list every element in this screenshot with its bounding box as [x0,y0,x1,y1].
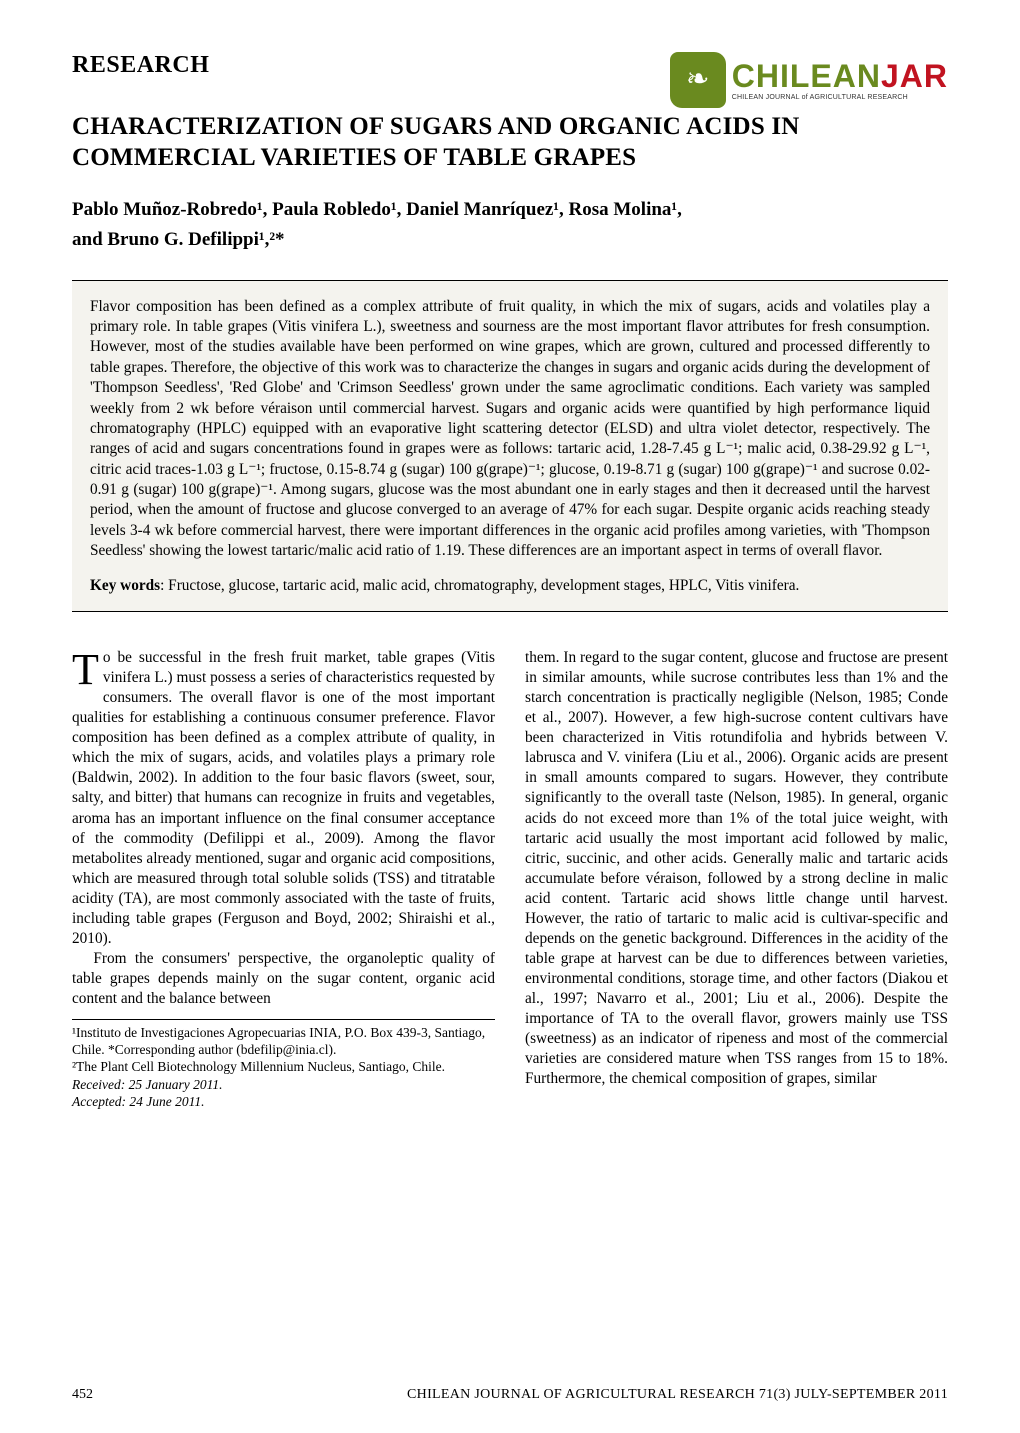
abstract-box: Flavor composition has been defined as a… [72,280,948,612]
footnotes: ¹Instituto de Investigaciones Agropecuar… [72,1024,495,1110]
authors-line-2: and Bruno G. Defilippi¹,²* [72,225,948,255]
body-para-1: To be successful in the fresh fruit mark… [72,648,495,948]
abstract-text: Flavor composition has been defined as a… [90,297,930,561]
footnote-received: Received: 25 January 2011. [72,1076,495,1093]
header-row: RESEARCH ❧ CHILEANJAR CHILEAN JOURNAL of… [72,52,948,108]
article-title: CHARACTERIZATION OF SUGARS AND ORGANIC A… [72,112,948,173]
footnote-1: ¹Instituto de Investigaciones Agropecuar… [72,1024,495,1059]
leaf-icon: ❧ [686,66,709,94]
body-para-1-text: o be successful in the fresh fruit marke… [72,649,495,946]
logo-word-jar: JAR [881,58,948,94]
column-left: To be successful in the fresh fruit mark… [72,648,495,1110]
journal-reference: CHILEAN JOURNAL OF AGRICULTURAL RESEARCH… [407,1387,948,1403]
section-label: RESEARCH [72,52,209,79]
logo-text: CHILEANJAR CHILEAN JOURNAL of AGRICULTUR… [732,60,948,101]
keywords-list: : Fructose, glucose, tartaric acid, mali… [160,577,799,594]
footnote-2: ²The Plant Cell Biotechnology Millennium… [72,1058,495,1075]
authors-line-1: Pablo Muñoz-Robredo¹, Paula Robledo¹, Da… [72,195,948,225]
footnote-accepted: Accepted: 24 June 2011. [72,1093,495,1110]
page: RESEARCH ❧ CHILEANJAR CHILEAN JOURNAL of… [0,0,1020,1433]
body-columns: To be successful in the fresh fruit mark… [72,648,948,1110]
logo-word: CHILEANJAR [732,60,948,92]
logo-subline: CHILEAN JOURNAL of AGRICULTURAL RESEARCH [732,94,948,101]
keywords-label: Key words [90,577,160,594]
keywords: Key words: Fructose, glucose, tartaric a… [90,577,930,595]
logo-badge-icon: ❧ [670,52,726,108]
dropcap: T [72,648,103,688]
body-para-3: them. In regard to the sugar content, gl… [525,648,948,1089]
logo-word-chilean: CHILEAN [732,58,881,94]
authors: Pablo Muñoz-Robredo¹, Paula Robledo¹, Da… [72,195,948,256]
footnote-rule [72,1019,495,1020]
page-footer: 452 CHILEAN JOURNAL OF AGRICULTURAL RESE… [72,1387,948,1403]
page-number: 452 [72,1387,93,1403]
journal-logo: ❧ CHILEANJAR CHILEAN JOURNAL of AGRICULT… [670,52,948,108]
column-right: them. In regard to the sugar content, gl… [525,648,948,1110]
body-para-2: From the consumers' perspective, the org… [72,949,495,1009]
